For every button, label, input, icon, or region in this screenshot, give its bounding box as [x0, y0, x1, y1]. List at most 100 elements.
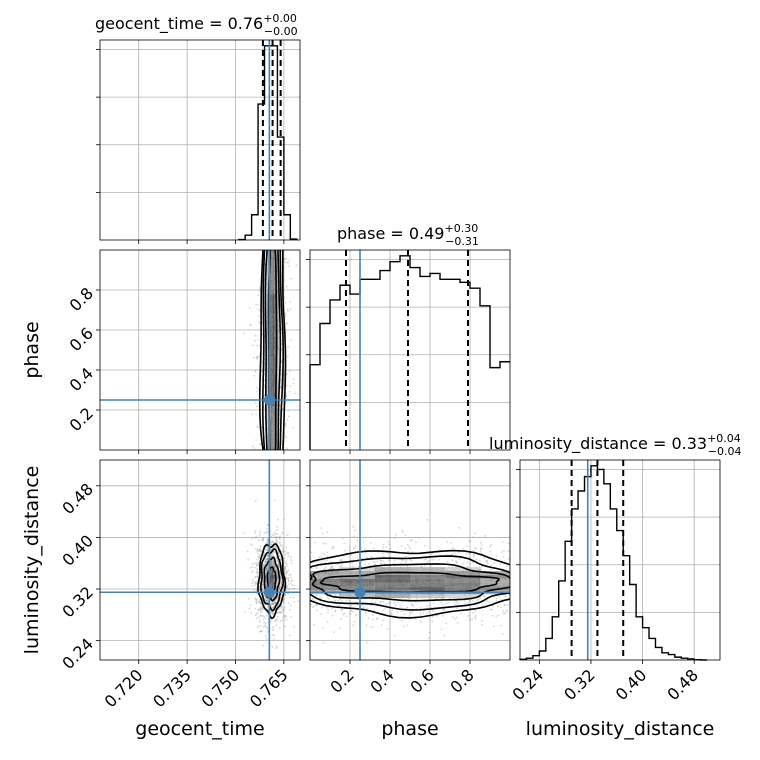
sample-point: [340, 618, 343, 620]
sample-point: [293, 584, 296, 587]
sample-point: [276, 471, 278, 473]
sample-point: [446, 560, 449, 563]
sample-point: [265, 498, 267, 500]
sample-point: [288, 390, 291, 393]
sample-point: [258, 549, 261, 552]
sample-point: [254, 575, 257, 578]
sample-point: [266, 627, 269, 630]
sample-point: [295, 594, 297, 596]
sample-point: [285, 257, 287, 260]
sample-point: [352, 525, 355, 528]
sample-point: [277, 521, 279, 523]
sample-point: [256, 570, 259, 573]
sample-point: [266, 554, 269, 557]
sample-point: [260, 235, 262, 237]
sample-point: [287, 569, 290, 572]
sample-point: [503, 604, 506, 607]
sample-point: [273, 514, 275, 516]
density-cell: [264, 574, 267, 580]
sample-point: [522, 583, 524, 585]
sample-point: [441, 608, 444, 611]
sample-point: [274, 241, 276, 243]
sample-point: [455, 562, 458, 564]
sample-point: [422, 612, 424, 614]
sample-point: [265, 481, 267, 483]
sample-point: [256, 612, 259, 615]
sample-point: [382, 600, 385, 603]
sample-point: [273, 638, 276, 641]
sample-point: [280, 511, 282, 513]
density-cell: [277, 294, 279, 350]
sample-point: [507, 550, 510, 553]
sample-point: [256, 575, 259, 578]
sample-point: [382, 619, 384, 622]
sample-point: [331, 614, 334, 617]
sample-point: [287, 552, 290, 554]
sample-point: [264, 625, 267, 628]
sample-point: [289, 242, 291, 244]
sample-point: [289, 556, 292, 558]
sample-point: [273, 605, 275, 608]
density-cell: [276, 574, 279, 580]
sample-point: [404, 547, 407, 550]
sample-point: [267, 548, 270, 551]
sample-point: [495, 615, 498, 618]
sample-point: [307, 587, 309, 589]
sample-point: [454, 618, 457, 621]
sample-point: [254, 576, 256, 579]
sample-point: [278, 490, 280, 492]
density-cell: [374, 594, 410, 599]
sample-point: [255, 439, 257, 441]
sample-point: [257, 506, 259, 508]
sample-point: [432, 602, 435, 605]
sample-point: [325, 606, 328, 609]
sample-point: [285, 565, 288, 568]
luminosity_distance-title: luminosity_distance = 0.33+0.04 −0.04: [489, 432, 742, 458]
sample-point: [270, 512, 272, 514]
sample-point: [515, 570, 517, 572]
sample-point: [269, 554, 272, 556]
sample-point: [275, 216, 277, 218]
sample-point: [351, 562, 354, 564]
geocent_time-title: geocent_time = 0.76+0.00 −0.00: [95, 12, 298, 38]
sample-point: [267, 218, 269, 220]
sample-point: [284, 312, 287, 315]
sample-point: [495, 554, 498, 557]
sample-point: [254, 566, 257, 569]
sample-point: [379, 600, 382, 603]
density-cell: [264, 584, 267, 589]
sample-point: [274, 531, 276, 534]
sample-point: [254, 584, 257, 586]
sample-point: [279, 494, 281, 496]
sample-point: [258, 321, 261, 324]
sample-point: [295, 552, 297, 554]
sample-point: [275, 237, 277, 239]
sample-point: [307, 619, 309, 621]
sample-point: [257, 624, 260, 627]
sample-point: [323, 559, 326, 561]
sample-point: [259, 287, 261, 290]
sample-point: [295, 550, 297, 552]
sample-point: [274, 618, 277, 621]
sample-point: [261, 608, 264, 611]
luminosity_distance-xtick-label: 0.48: [663, 665, 702, 704]
sample-point: [273, 451, 275, 453]
sample-point: [275, 492, 277, 494]
sample-point: [273, 246, 275, 248]
sample-point: [486, 561, 489, 563]
sample-point: [496, 605, 499, 608]
sample-point: [287, 580, 290, 583]
sample-point: [303, 589, 305, 591]
sample-point: [256, 355, 258, 358]
sample-point: [262, 644, 265, 647]
sample-point: [281, 236, 283, 238]
sample-point: [265, 548, 268, 551]
sample-point: [259, 550, 262, 553]
sample-point: [262, 577, 265, 580]
sample-point: [472, 556, 475, 559]
density-cell: [266, 350, 268, 406]
truth-point: [263, 586, 275, 598]
sample-point: [277, 603, 280, 606]
sample-point: [285, 396, 288, 399]
sample-point: [289, 277, 292, 280]
